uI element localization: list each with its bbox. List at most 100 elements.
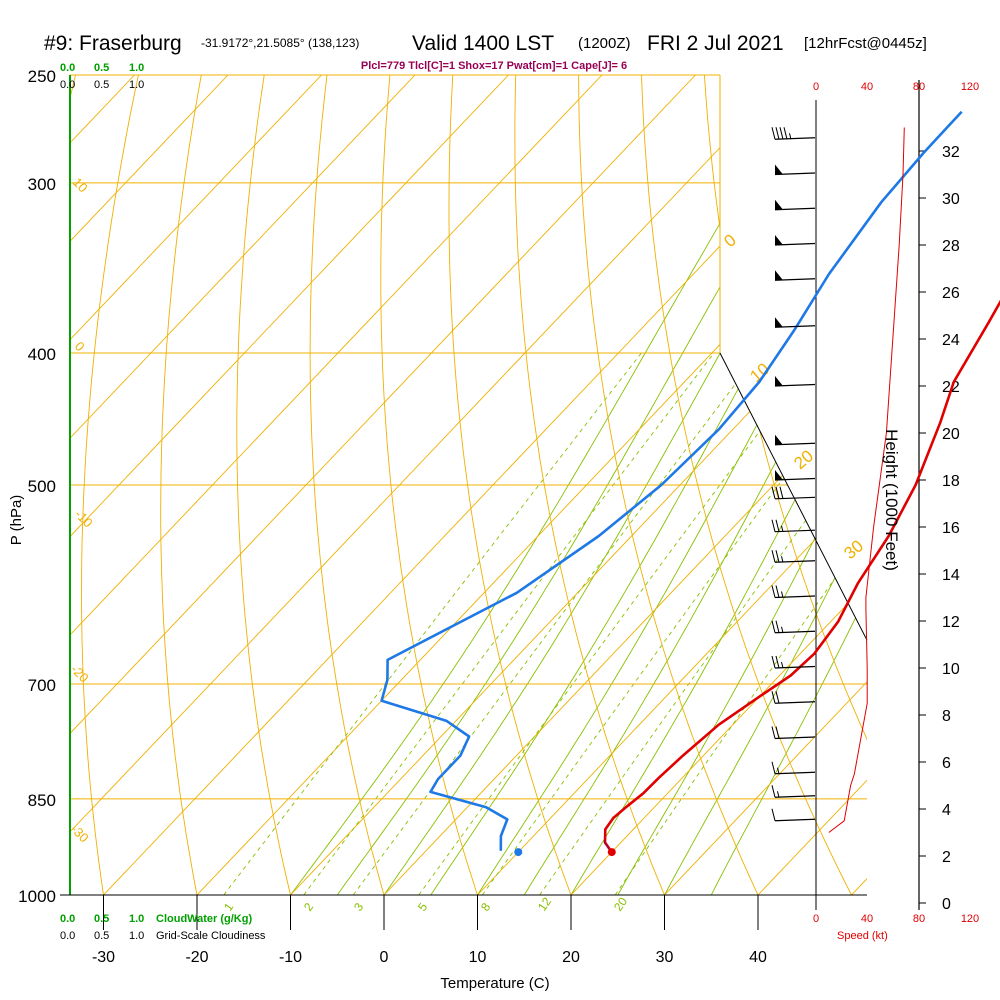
height-tick-label: 32	[942, 144, 960, 161]
mixing-ratio-label: 1	[221, 900, 236, 914]
wind-barb-flag	[775, 270, 783, 281]
wind-barb-feather	[775, 726, 780, 739]
surface-temperature-dot	[607, 848, 616, 857]
wind-barb	[774, 434, 816, 446]
temperature-tick-label: 30	[656, 949, 674, 966]
forecast-label: [12hrFcst@0445z]	[804, 35, 927, 52]
dry-adiabat-label: -20	[68, 662, 92, 686]
x-axis-title: Temperature (C)	[440, 975, 549, 992]
height-axis-title: Height (1000 Feet)	[882, 429, 901, 571]
speed-axis-label: Speed (kt)	[837, 930, 888, 942]
height-tick-label: 28	[942, 238, 960, 255]
wind-barb-flag	[775, 235, 783, 245]
height-tick-label: 18	[942, 473, 960, 490]
mixing-ratio-line	[223, 352, 642, 895]
clipped-grid	[70, 75, 867, 895]
wind-speed-profile	[828, 127, 905, 833]
wind-barb-half	[789, 133, 792, 140]
height-tick-label: 16	[942, 520, 960, 537]
dry-adiabat-label: 10	[70, 175, 91, 196]
mixing-ratio-label: 12	[535, 894, 554, 913]
wind-barb-staff	[774, 736, 816, 740]
cloud-scale-bottom-black-2: 1.0	[129, 930, 144, 942]
cloud-scale-bottom-green-1: 0.5	[94, 913, 109, 925]
wind-barb	[774, 199, 816, 211]
temperature-tick-label: -10	[279, 949, 302, 966]
wind-barb-flag	[775, 164, 783, 175]
cloud-scale-top-black-2: 1.0	[129, 79, 144, 91]
wind-barb-staff	[774, 595, 816, 599]
dry-adiabat-label: -30	[68, 822, 92, 846]
wind-barb	[771, 761, 816, 775]
wind-layer	[771, 127, 905, 833]
station-coords: -31.9172°,21.5085° (138,123)	[201, 36, 359, 50]
dry-adiabat-line	[236, 75, 299, 895]
pressure-tick-label: 1000	[18, 887, 56, 906]
moist-adiabat-line	[649, 75, 867, 895]
height-tick-label: 6	[942, 755, 951, 772]
wind-barb-staff	[774, 529, 816, 533]
wind-barb-feather	[771, 726, 776, 739]
wind-barb	[771, 550, 816, 563]
speed-scale-top-2: 80	[913, 81, 925, 93]
pressure-tick-label: 400	[28, 345, 56, 364]
height-tick-label: 10	[942, 661, 960, 678]
moist-adiabat-line	[316, 75, 859, 895]
wind-barb-feather	[775, 486, 780, 499]
cloud-scale-top-black-0: 0.0	[60, 79, 75, 91]
cloudwater-label: CloudWater (g/Kg)	[156, 913, 252, 925]
speed-scale-bottom-0: 0	[813, 913, 819, 925]
wind-barb-flag	[775, 376, 783, 386]
mixing-ratio-label: 3	[351, 900, 366, 914]
cloud-scale-bottom-green-0: 0.0	[60, 913, 75, 925]
wind-barb	[774, 376, 816, 387]
stability-indices: Plcl=779 Tlcl[C]=1 Shox=17 Pwat[cm]=1 Ca…	[361, 60, 627, 72]
pressure-tick-label: 850	[28, 791, 56, 810]
cloud-scale-top-green-1: 0.5	[94, 62, 109, 74]
grid-layer	[69, 74, 920, 910]
isotherm-line	[70, 75, 416, 895]
moist-adiabat-line	[268, 75, 824, 895]
pressure-tick-label: 700	[28, 676, 56, 695]
wind-barb-half	[781, 525, 784, 532]
wind-barb-half	[781, 661, 784, 669]
speed-scale-bottom-1: 40	[861, 913, 873, 925]
wind-barb	[771, 127, 816, 140]
wind-barb	[771, 620, 816, 634]
speed-scale-top-3: 120	[961, 81, 979, 93]
speed-scale-top-1: 40	[861, 81, 873, 93]
speed-scale-bottom-2: 80	[913, 913, 925, 925]
wind-barb-staff	[774, 630, 816, 634]
dry-adiabat-line	[160, 75, 207, 895]
height-tick-label: 8	[942, 708, 951, 725]
dry-adiabat-line	[640, 75, 867, 895]
wind-barb	[771, 785, 816, 798]
wind-barb-feather	[771, 785, 776, 798]
wind-barb-half	[781, 591, 784, 598]
dry-adiabat-line	[81, 75, 144, 895]
temperature-tick-label: 40	[749, 949, 767, 966]
wind-barb-half	[781, 626, 784, 633]
temperature-tick-label: 20	[562, 949, 580, 966]
wind-barb	[774, 164, 816, 176]
wind-barb-feather	[779, 486, 784, 499]
wind-barb-feather	[779, 127, 784, 140]
wind-barb	[774, 235, 816, 246]
height-tick-label: 26	[942, 285, 960, 302]
mixing-ratio-line	[303, 352, 715, 895]
wind-barb-feather	[775, 620, 780, 633]
wind-barb-half	[777, 791, 780, 798]
speed-scale-bottom-3: 120	[961, 913, 979, 925]
temperature-tick-label: 10	[469, 949, 487, 966]
wind-barb-staff	[774, 560, 816, 563]
mixing-ratio-line	[614, 352, 867, 895]
wind-barb-feather	[775, 127, 780, 140]
wind-barb-flag	[775, 434, 783, 445]
temperature-tick-label: -20	[185, 949, 208, 966]
dry-adiabat-line	[448, 75, 583, 895]
isotherm-line	[570, 75, 867, 895]
pressure-tick-label: 300	[28, 175, 56, 194]
parcel-line	[603, 840, 610, 850]
